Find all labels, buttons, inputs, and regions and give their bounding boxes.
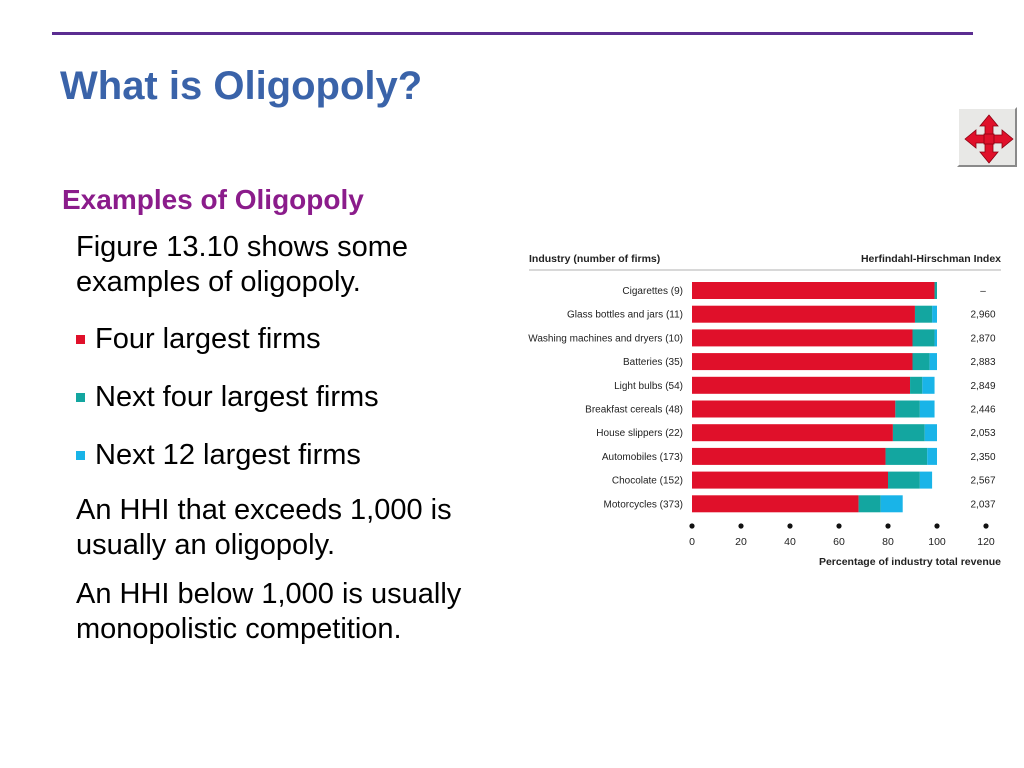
bar-next4-7 xyxy=(885,447,928,465)
tick-label: 40 xyxy=(784,536,796,548)
category-label: Washing machines and dryers (10) xyxy=(528,333,683,344)
hhi-bar-chart: Industry (number of firms) Herfindahl-Hi… xyxy=(528,253,1001,568)
chart-right-header: Herfindahl-Hirschman Index xyxy=(861,253,1001,265)
tick-label: 80 xyxy=(882,536,894,548)
tick-label: 0 xyxy=(689,536,695,548)
bar-four-6 xyxy=(692,424,893,442)
hhi-value: 2,037 xyxy=(970,499,995,510)
tick-dot xyxy=(983,523,989,529)
category-label: Automobiles (173) xyxy=(602,452,683,463)
hhi-value: 2,053 xyxy=(970,428,995,439)
tick-dot xyxy=(738,523,744,529)
category-label: Breakfast cereals (48) xyxy=(585,405,683,416)
hhi-value: 2,567 xyxy=(970,476,995,487)
hhi-oligopoly-paragraph: An HHI that exceeds 1,000 is usually an … xyxy=(76,494,452,561)
bar-next4-0 xyxy=(934,282,937,299)
bar-next4-1 xyxy=(914,305,933,323)
bar-next12-4 xyxy=(922,376,935,394)
bar-four-8 xyxy=(692,471,888,489)
bullet-label: Next 12 largest firms xyxy=(95,439,361,471)
x-axis-label: Percentage of industry total revenue xyxy=(819,556,1001,568)
bar-next4-4 xyxy=(910,376,923,394)
hhi-monopolistic-paragraph: An HHI below 1,000 is usually monopolist… xyxy=(76,578,462,645)
tick-label: 20 xyxy=(735,536,747,548)
hhi-value: 2,446 xyxy=(970,405,995,416)
bar-next4-6 xyxy=(892,424,925,442)
tick-dot xyxy=(885,523,891,529)
hhi-value: 2,849 xyxy=(970,381,995,392)
square-bullet-icon xyxy=(76,393,85,402)
hhi-value: 2,883 xyxy=(970,357,995,368)
category-label: House slippers (22) xyxy=(596,428,683,439)
tick-dot xyxy=(836,523,842,529)
bar-next12-7 xyxy=(927,447,937,465)
category-label: Motorcycles (373) xyxy=(604,499,683,510)
bar-next12-9 xyxy=(880,495,903,513)
chart-left-header: Industry (number of firms) xyxy=(529,253,660,265)
category-label: Batteries (35) xyxy=(623,357,683,368)
bar-four-1 xyxy=(692,305,915,323)
bar-next12-2 xyxy=(934,329,937,347)
hhi-value: – xyxy=(980,286,986,297)
bar-next4-9 xyxy=(858,495,881,513)
bar-next12-6 xyxy=(924,424,937,442)
category-label: Light bulbs (54) xyxy=(614,381,683,392)
bar-next4-2 xyxy=(912,329,935,347)
bar-next12-8 xyxy=(919,471,933,489)
square-bullet-icon xyxy=(76,335,85,344)
category-label: Cigarettes (9) xyxy=(622,286,683,297)
intro-paragraph: Figure 13.10 shows some examples of olig… xyxy=(76,231,409,298)
navigation-button[interactable] xyxy=(957,107,1017,167)
slide-title: What is Oligopoly? xyxy=(60,64,423,108)
tick-label: 120 xyxy=(977,536,995,548)
hhi-value: 2,960 xyxy=(970,310,995,321)
category-label: Glass bottles and jars (11) xyxy=(567,310,683,321)
bar-four-5 xyxy=(692,400,896,418)
slide-subtitle: Examples of Oligopoly xyxy=(62,184,364,215)
hhi-value: 2,870 xyxy=(970,333,995,344)
bullet-label: Four largest firms xyxy=(95,323,321,355)
four-way-arrows-icon xyxy=(964,114,1014,164)
bullet-label: Next four largest firms xyxy=(95,381,379,413)
bar-next4-5 xyxy=(895,400,920,418)
tick-dot xyxy=(934,523,940,529)
bar-next12-1 xyxy=(932,305,937,323)
bar-group: Cigarettes (9) – Glass bottles and jars (1… xyxy=(528,282,996,513)
bullet-next-four: Next four largest firms xyxy=(76,380,496,415)
category-label: Chocolate (152) xyxy=(612,476,683,487)
tick-dot xyxy=(787,523,793,529)
bar-four-9 xyxy=(692,495,859,513)
bullet-four-largest: Four largest firms xyxy=(76,322,496,357)
bar-next12-3 xyxy=(929,353,937,371)
bar-four-7 xyxy=(692,447,886,465)
bar-four-4 xyxy=(692,376,911,394)
bar-next4-3 xyxy=(912,353,930,371)
slide-body: Figure 13.10 shows some examples of olig… xyxy=(76,230,496,647)
x-axis: 0 20 40 60 80 100 120 xyxy=(689,523,995,548)
square-bullet-icon xyxy=(76,451,85,460)
bar-four-3 xyxy=(692,353,913,371)
top-rule xyxy=(52,32,973,35)
hhi-value: 2,350 xyxy=(970,452,995,463)
bullet-next-twelve: Next 12 largest firms xyxy=(76,438,496,473)
tick-label: 100 xyxy=(928,536,946,548)
bar-four-0 xyxy=(692,282,935,299)
bar-four-2 xyxy=(692,329,913,347)
tick-label: 60 xyxy=(833,536,845,548)
bar-next12-5 xyxy=(919,400,935,418)
tick-dot xyxy=(689,523,695,529)
bar-next4-8 xyxy=(888,471,920,489)
